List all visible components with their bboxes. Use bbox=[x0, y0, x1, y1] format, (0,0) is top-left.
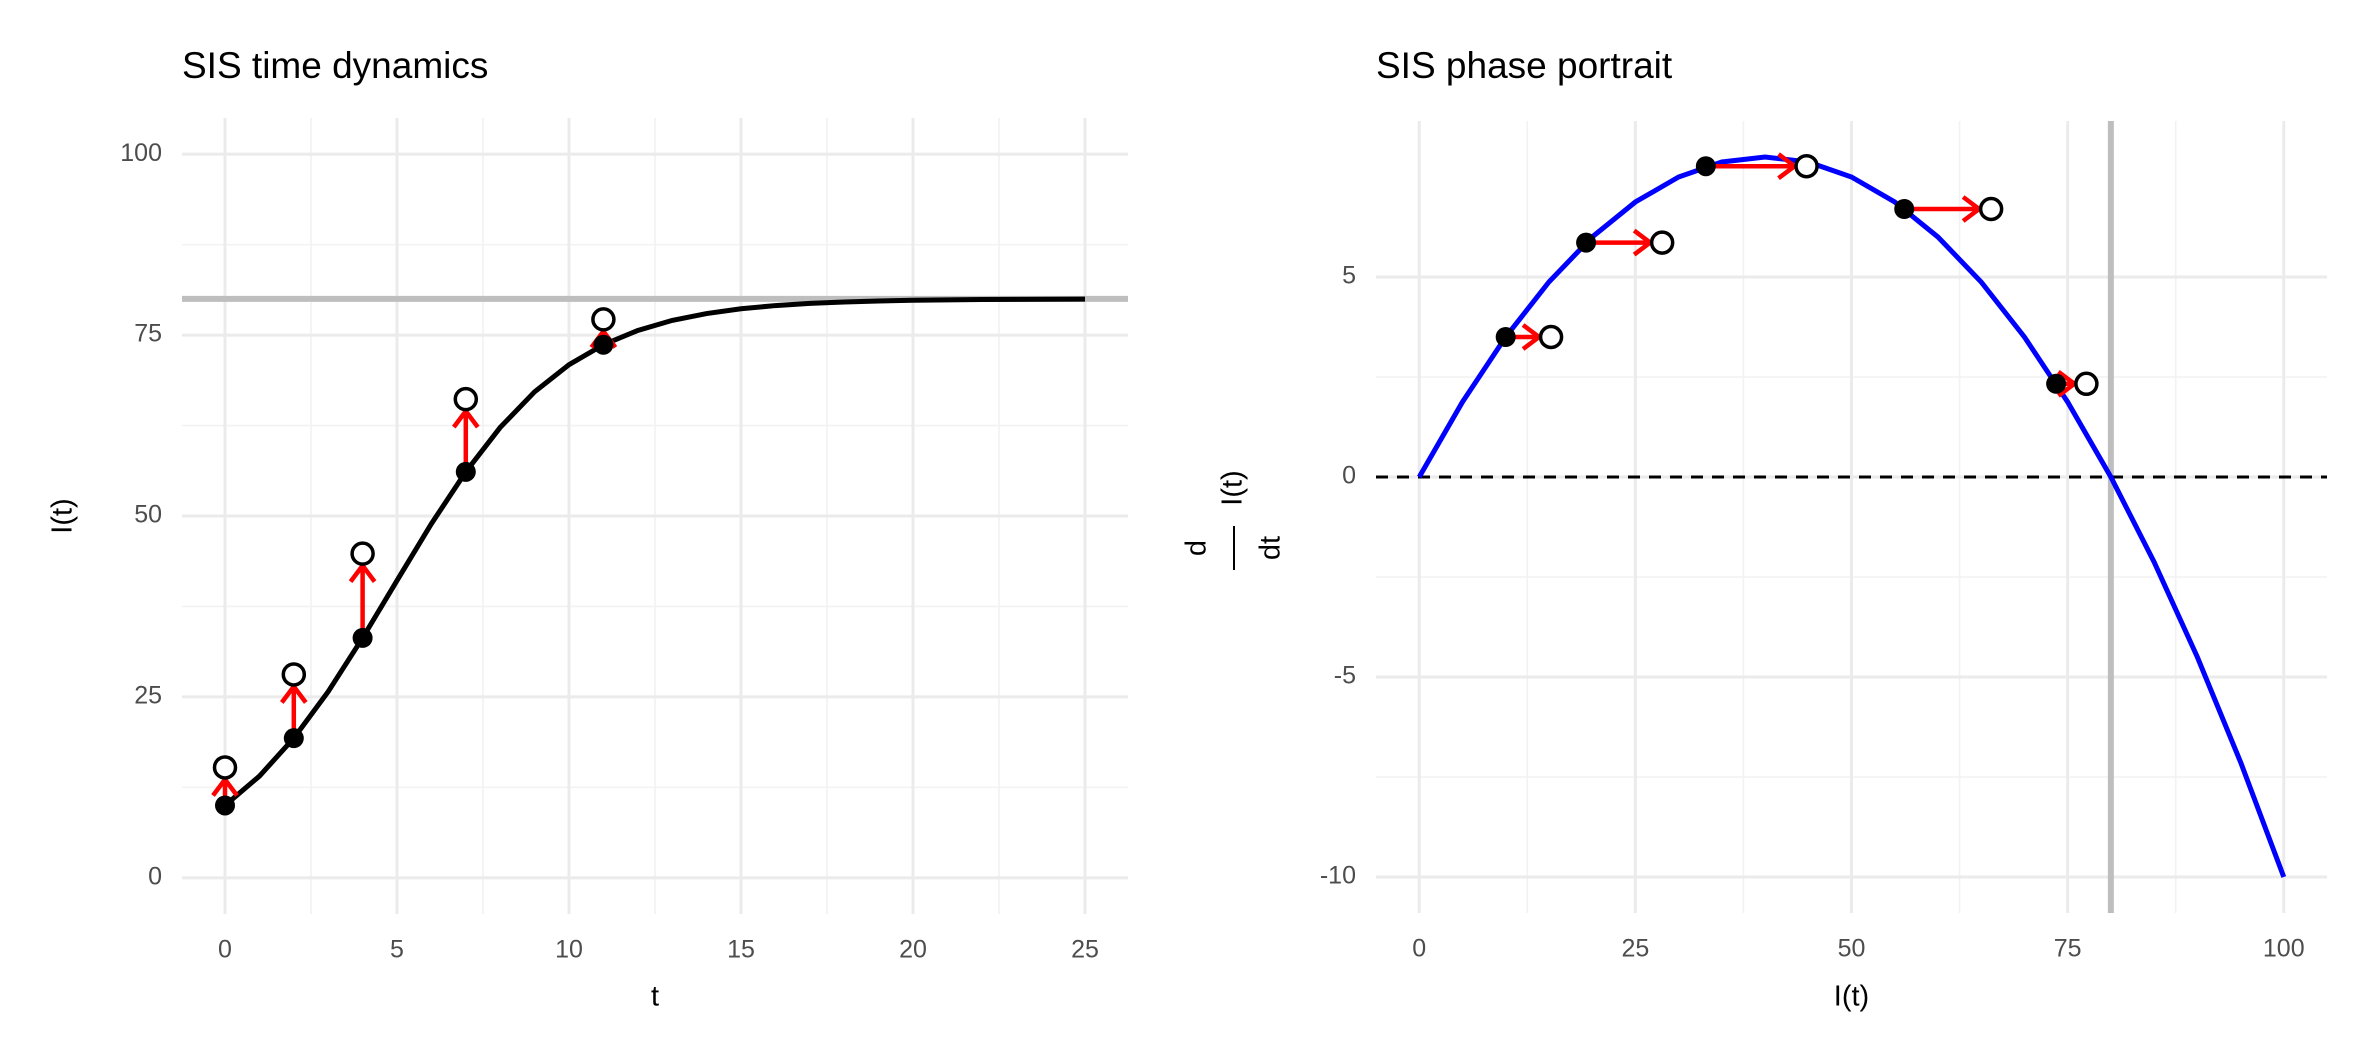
point bbox=[455, 461, 476, 482]
y-tick-label: -10 bbox=[1320, 862, 1356, 890]
y-tick-label: 50 bbox=[134, 501, 162, 529]
y-axis-denominator: dt bbox=[1255, 536, 1287, 560]
x-axis-title: I(t) bbox=[1834, 981, 1869, 1013]
x-axis-title: t bbox=[651, 981, 659, 1013]
next-point bbox=[591, 307, 616, 332]
next-point bbox=[212, 755, 238, 780]
point bbox=[2046, 373, 2067, 394]
chart-title: SIS phase portrait bbox=[1376, 45, 1673, 86]
point bbox=[593, 334, 614, 355]
y-tick-label: 25 bbox=[134, 682, 162, 710]
point bbox=[1894, 199, 1915, 219]
x-tick-label: 75 bbox=[2054, 935, 2082, 963]
chart-title: SIS time dynamics bbox=[182, 45, 488, 86]
panel: 0 5 10 15 20 25 0 25 50 75 100 SIS time dynamics t I(… bbox=[47, 45, 1128, 1013]
point bbox=[215, 795, 235, 816]
x-tick-label: 5 bbox=[390, 936, 404, 964]
point bbox=[283, 728, 304, 749]
point bbox=[352, 627, 373, 648]
y-tick-label: -5 bbox=[1334, 662, 1356, 690]
next-point bbox=[1794, 153, 1819, 179]
point bbox=[1695, 156, 1716, 177]
x-tick-label: 10 bbox=[555, 936, 583, 964]
x-tick-label: 15 bbox=[727, 936, 755, 964]
x-tick-label: 0 bbox=[1412, 935, 1426, 963]
x-tick-label: 50 bbox=[1838, 935, 1866, 963]
curve bbox=[223, 296, 1086, 808]
y-tick-label: 75 bbox=[134, 320, 162, 348]
y-axis-title: d dt I(t) bbox=[1181, 470, 1287, 570]
y-tick-label: 0 bbox=[1342, 462, 1356, 490]
next-point bbox=[1649, 230, 1675, 255]
y-tick-label: 0 bbox=[148, 862, 162, 890]
x-tick-label: 0 bbox=[218, 936, 232, 964]
next-point bbox=[1538, 324, 1564, 350]
y-tick-label: 5 bbox=[1342, 262, 1356, 290]
x-tick-label: 20 bbox=[899, 936, 927, 964]
point bbox=[1576, 232, 1597, 253]
x-tick-label: 25 bbox=[1071, 936, 1099, 964]
point bbox=[1495, 327, 1516, 347]
x-tick-label: 100 bbox=[2263, 935, 2305, 963]
curve bbox=[1417, 154, 2287, 878]
y-axis-numerator: d bbox=[1181, 540, 1213, 556]
next-point bbox=[1978, 196, 2004, 222]
x-tick-label: 25 bbox=[1621, 935, 1649, 963]
y-axis-title: I(t) bbox=[47, 498, 79, 533]
next-point bbox=[350, 541, 375, 566]
next-point bbox=[281, 662, 307, 687]
y-tick-label: 100 bbox=[120, 139, 162, 167]
next-point bbox=[2074, 371, 2099, 397]
y-axis-body: I(t) bbox=[1217, 470, 1249, 505]
next-point bbox=[453, 386, 479, 412]
